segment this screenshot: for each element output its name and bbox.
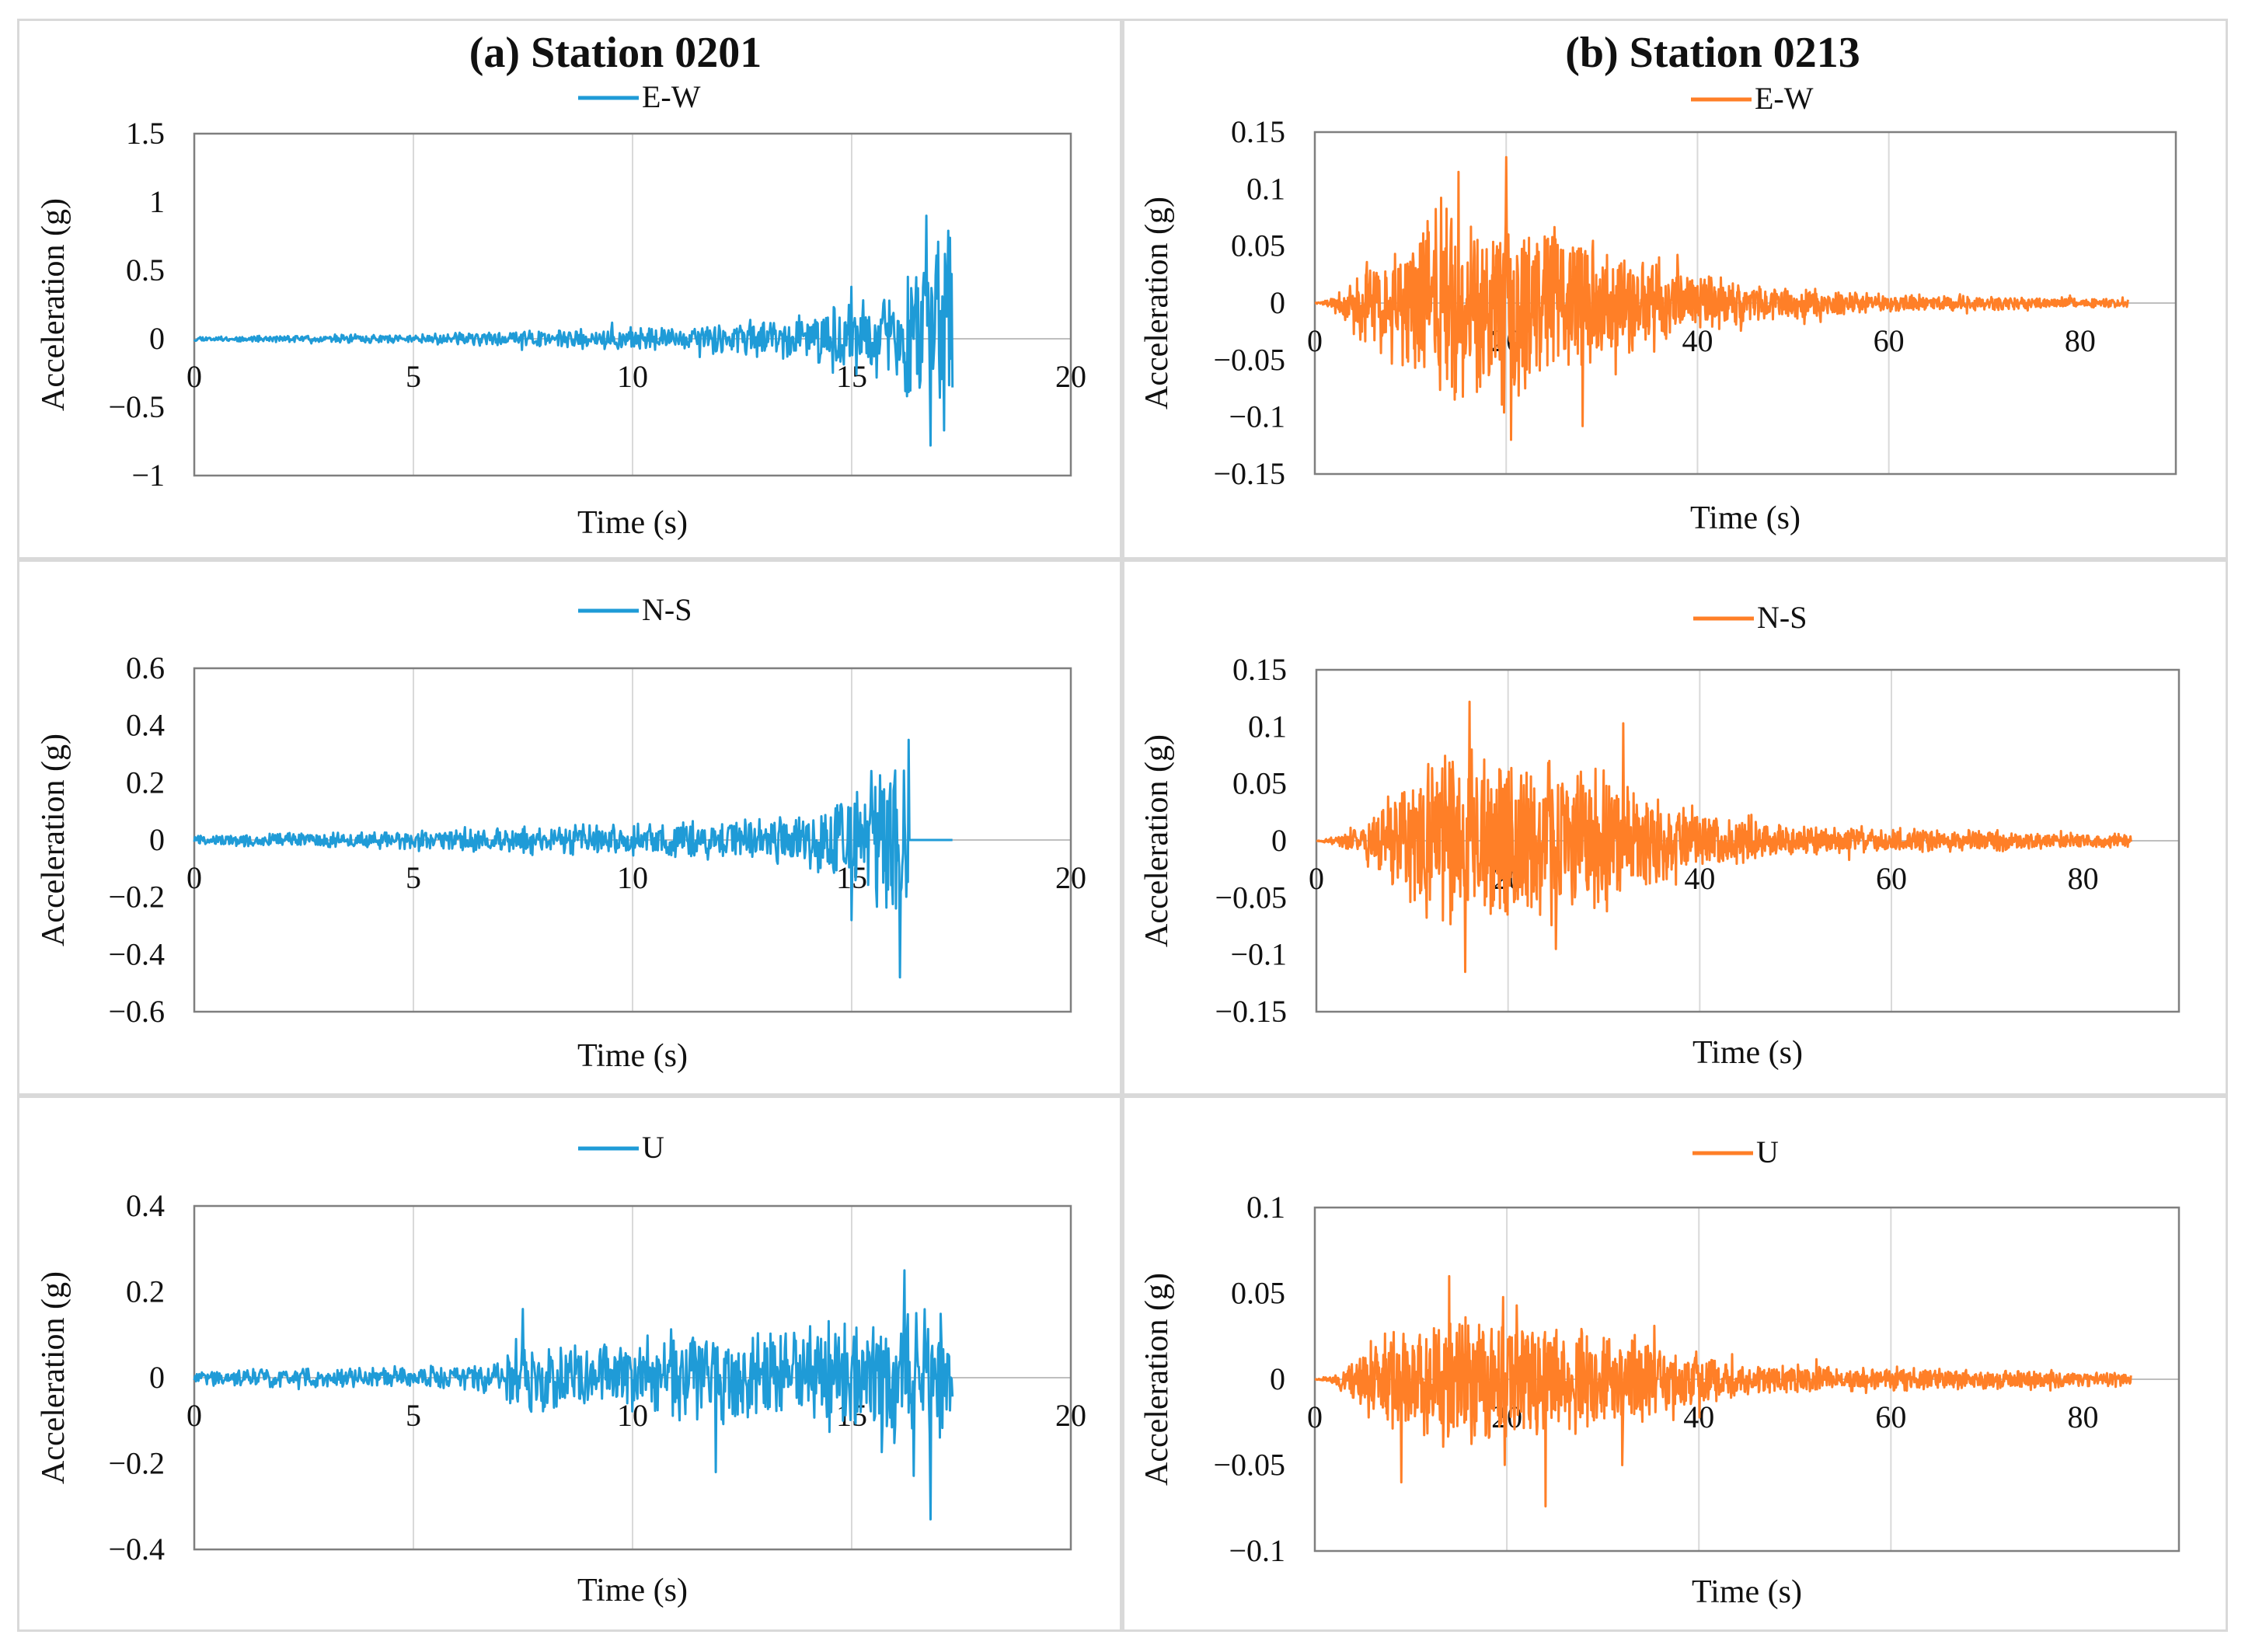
x-tick-label: 10 [617,359,648,394]
y-tick-label: −0.15 [1213,456,1285,491]
x-tick-label: 60 [1875,1399,1906,1434]
y-tick-label: 1 [149,184,165,219]
y-tick-label: 0.2 [126,765,165,800]
column-b-title: (b) Station 0213 [1565,29,1860,77]
y-axis-title: Acceleration (g) [36,734,71,946]
legend-label: N-S [642,592,692,627]
x-axis-title: Time (s) [1690,500,1801,536]
x-tick-label: 0 [1309,861,1324,896]
x-tick-label: 0 [1307,323,1323,358]
plot-frame [193,132,1072,477]
x-tick-label: 20 [1055,359,1086,394]
y-tick-label: 0.1 [1248,709,1287,744]
series-line [1316,700,2132,974]
x-tick-label: 5 [406,359,421,394]
x-tick-label: 80 [2068,861,2099,896]
y-tick-label: −0.05 [1215,880,1287,915]
y-axis-title: Acceleration (g) [1139,1273,1175,1486]
y-tick-label: 0.15 [1231,114,1285,149]
x-tick-label: 40 [1682,323,1713,358]
y-tick-label: −0.05 [1213,342,1285,377]
x-tick-label: 40 [1684,861,1715,896]
y-tick-label: 0.6 [126,650,165,685]
x-tick-label: 0 [187,1398,202,1433]
x-tick-label: 0 [187,860,202,895]
series-line [193,738,953,979]
y-tick-label: 0.2 [126,1274,165,1309]
y-tick-label: −0.4 [108,1532,165,1567]
y-tick-label: −0.2 [108,1446,165,1481]
x-tick-label: 20 [1055,860,1086,895]
y-tick-label: 0.4 [126,708,165,743]
y-axis-title: Acceleration (g) [36,198,71,411]
x-tick-label: 0 [1307,1399,1323,1434]
legend-label: U [642,1130,664,1165]
legend-label: N-S [1757,600,1807,635]
x-axis-title: Time (s) [1692,1035,1803,1071]
x-tick-label: 80 [2065,323,2096,358]
y-tick-label: −0.6 [108,994,165,1029]
y-tick-label: −0.1 [1229,399,1285,434]
y-tick-label: 0 [149,822,165,857]
y-tick-label: 0.1 [1246,1190,1285,1225]
y-axis-title: Acceleration (g) [36,1271,71,1484]
y-tick-label: 0.05 [1231,228,1285,263]
y-tick-label: −0.05 [1213,1448,1285,1483]
series-line [193,1269,954,1521]
x-axis-title: Time (s) [577,1573,688,1608]
column-a-title: (a) Station 0201 [469,29,762,77]
y-tick-label: 0.05 [1231,1276,1285,1311]
legend-label: U [1756,1134,1779,1169]
chart-0201-ew: −1 −0.5 0 0.5 1 1.5 0 5 10 15 20 Time (s) Accelerati… [36,79,1086,541]
x-axis-title: Time (s) [577,1038,688,1074]
y-tick-label: −1 [131,458,165,493]
x-axis-title: Time (s) [1692,1574,1802,1610]
y-tick-label: 1.5 [126,116,165,151]
x-axis-title: Time (s) [577,505,688,541]
y-tick-label: 0 [1271,823,1287,858]
x-tick-label: 80 [2067,1399,2098,1434]
y-tick-label: 0.15 [1232,652,1287,687]
y-tick-label: −0.2 [108,880,165,915]
x-tick-label: 60 [1874,323,1905,358]
x-tick-label: 60 [1876,861,1907,896]
legend-label: E-W [1755,81,1814,116]
series-line [1314,155,2129,441]
x-tick-label: 15 [836,359,867,394]
x-tick-label: 10 [617,860,648,895]
series-line [1314,1274,2132,1507]
y-tick-label: 0.5 [126,253,165,288]
panel-d-frame [1122,559,2228,1096]
y-tick-label: 0 [1270,1361,1285,1396]
y-tick-label: 0 [1270,285,1285,320]
x-tick-label: 5 [406,860,421,895]
y-tick-label: −0.15 [1215,994,1287,1029]
legend-label: E-W [642,79,701,114]
panel-c-frame [17,559,1122,1096]
y-axis-title: Acceleration (g) [1139,197,1175,410]
x-tick-label: 20 [1055,1398,1086,1433]
y-tick-label: 0.1 [1246,171,1285,206]
y-tick-label: −0.4 [108,936,165,971]
y-tick-label: 0 [149,1360,165,1395]
y-tick-label: −0.5 [108,389,165,424]
x-tick-label: 5 [406,1398,421,1433]
y-tick-label: 0.05 [1232,766,1287,801]
x-tick-label: 0 [187,359,202,394]
y-tick-label: −0.1 [1229,1533,1285,1568]
y-tick-label: −0.1 [1230,937,1287,972]
y-tick-label: 0.4 [126,1188,165,1223]
series-line [193,214,954,447]
y-axis-title: Acceleration (g) [1139,734,1175,947]
y-tick-label: 0 [149,321,165,356]
